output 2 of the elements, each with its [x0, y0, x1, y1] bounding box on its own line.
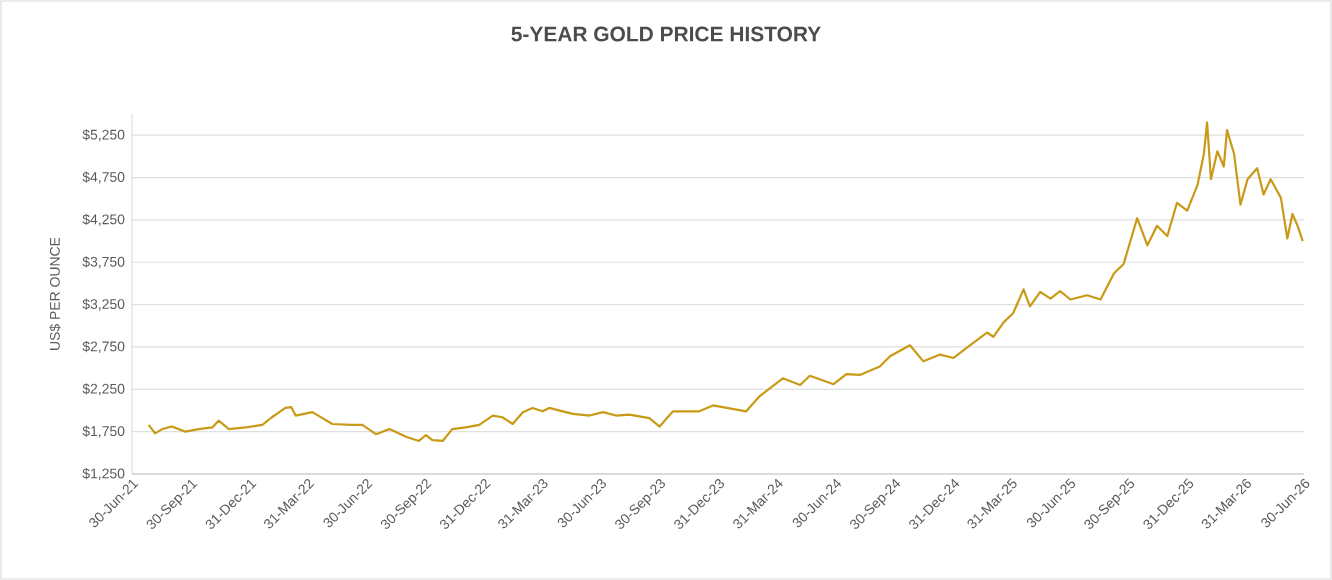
chart-title: 5-YEAR GOLD PRICE HISTORY [511, 26, 821, 42]
line-series [147, 121, 1304, 443]
